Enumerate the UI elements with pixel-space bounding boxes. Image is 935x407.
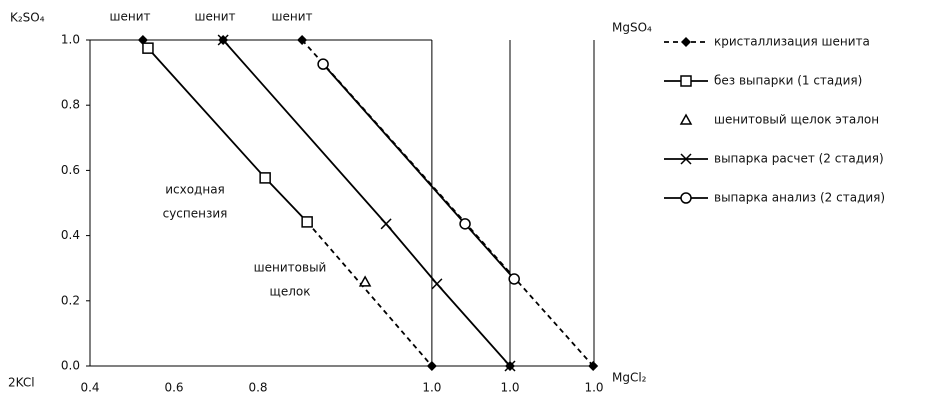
x-axis-label: 2KCl xyxy=(8,376,35,390)
legend-marker xyxy=(680,192,692,204)
x-tick-label: 0.4 xyxy=(80,381,99,395)
marker xyxy=(301,216,313,228)
y-tick-label: 0.4 xyxy=(61,228,80,242)
y-tick-label: 0.0 xyxy=(61,359,80,373)
y-tick-label: 0.6 xyxy=(61,163,80,177)
y-tick-label: 1.0 xyxy=(61,33,80,47)
marker xyxy=(317,58,329,70)
legend-label: шенитовый щелок эталон xyxy=(714,113,879,127)
marker xyxy=(459,218,471,230)
legend-marker xyxy=(680,75,692,87)
marker xyxy=(431,278,443,290)
legend-marker xyxy=(679,113,693,125)
legend-marker xyxy=(680,153,692,165)
marker xyxy=(259,172,271,184)
annotation: шенитовый xyxy=(254,261,327,275)
marker xyxy=(297,35,308,45)
marker xyxy=(504,360,516,372)
annotation: исходная xyxy=(165,183,225,197)
x-tick-label: 1.0 xyxy=(584,381,603,395)
y-axis-label: K₂SO₄ xyxy=(10,11,45,25)
x-tick-label: 1.0 xyxy=(422,381,441,395)
marker xyxy=(358,275,372,287)
annotation: шенит xyxy=(195,10,236,24)
marker xyxy=(142,42,154,54)
series-line xyxy=(222,39,511,367)
x-tick-label: 0.8 xyxy=(248,381,267,395)
y-tick-label: 0.2 xyxy=(61,293,80,307)
marker xyxy=(380,218,392,230)
legend-label: без выпарки (1 стадия) xyxy=(714,74,862,88)
annotation: суспензия xyxy=(163,207,228,221)
corner-label: MgCl₂ xyxy=(612,371,647,385)
series-line xyxy=(322,63,515,280)
x-tick-label: 0.6 xyxy=(164,381,183,395)
marker xyxy=(508,273,520,285)
x-tick-label: 1.0 xyxy=(500,381,519,395)
legend-marker xyxy=(681,37,691,47)
legend-label: выпарка расчет (2 стадия) xyxy=(714,152,884,166)
annotation: щелок xyxy=(270,285,311,299)
corner-label: MgSO₄ xyxy=(612,21,652,35)
annotation: шенит xyxy=(110,10,151,24)
annotation: шенит xyxy=(272,10,313,24)
marker xyxy=(426,361,437,371)
marker xyxy=(588,361,599,371)
marker xyxy=(217,34,229,46)
y-tick-label: 0.8 xyxy=(61,98,80,112)
legend-label: кристаллизация шенита xyxy=(714,35,870,49)
legend-label: выпарка анализ (2 стадия) xyxy=(714,191,885,205)
